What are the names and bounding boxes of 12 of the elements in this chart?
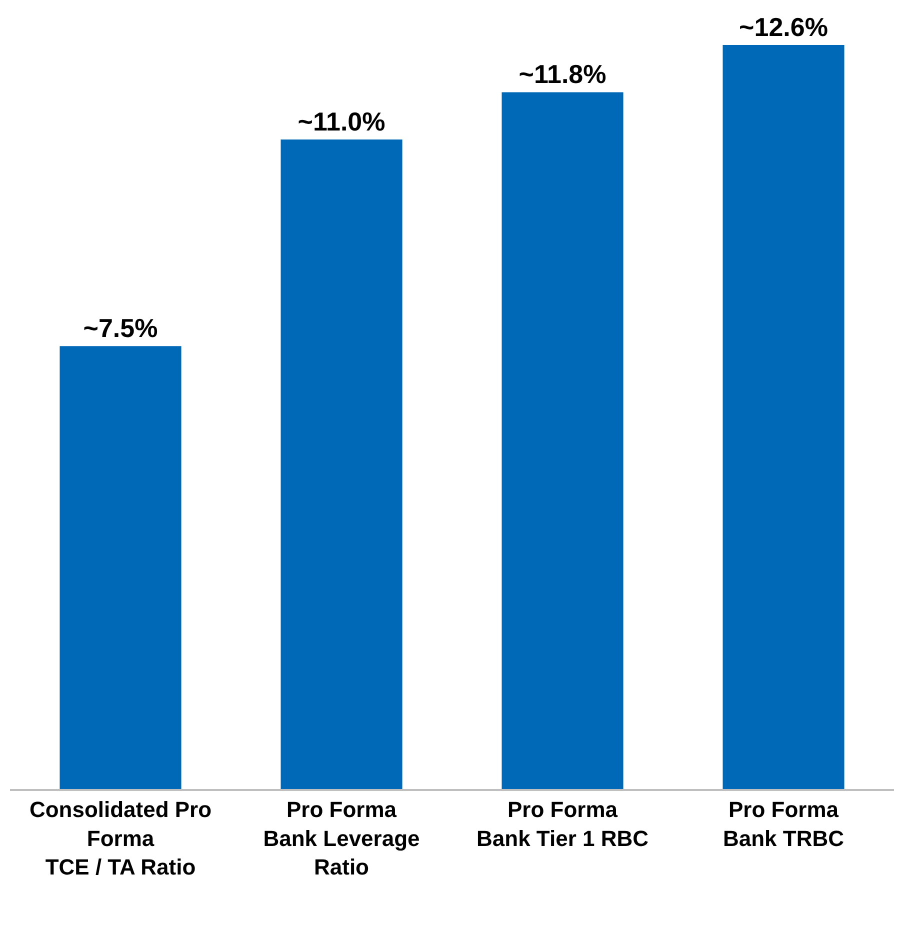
bar (502, 92, 624, 789)
bar (60, 346, 182, 789)
x-tick-label: Pro Forma Bank Leverage Ratio (263, 797, 420, 880)
x-tick-label: Consolidated Pro Forma TCE / TA Ratio (29, 797, 212, 880)
x-tick-label: Pro Forma Bank Tier 1 RBC (476, 797, 649, 851)
data-label: ~12.6% (739, 12, 828, 42)
bar (280, 139, 402, 789)
bar (722, 45, 844, 789)
data-label: ~7.5% (83, 313, 158, 344)
data-label: ~11.8% (518, 59, 606, 90)
x-tick-label: Pro Forma Bank TRBC (722, 797, 844, 851)
data-label: ~11.0% (298, 106, 386, 136)
